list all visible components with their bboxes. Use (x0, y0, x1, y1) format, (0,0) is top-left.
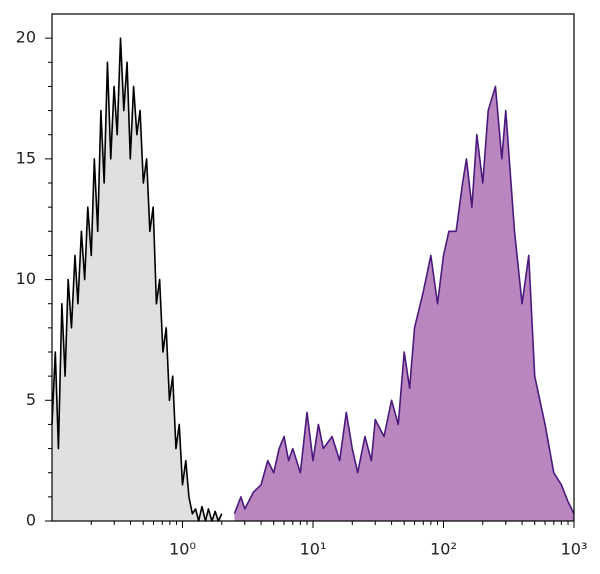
y-tick-label: 0 (26, 511, 36, 530)
y-tick-label: 10 (16, 269, 36, 288)
x-tick-label: 10⁰ (169, 540, 196, 559)
y-tick-label: 5 (26, 390, 36, 409)
area-fill (52, 38, 222, 521)
area-outline (233, 85, 575, 515)
area-outline (51, 37, 223, 522)
y-tick-label: 15 (16, 148, 36, 167)
x-tick-label: 10³ (561, 540, 588, 559)
x-tick-label: 10¹ (300, 540, 327, 559)
y-tick-label: 20 (16, 28, 36, 47)
area-fill (234, 86, 574, 522)
x-tick-label: 10² (430, 540, 457, 559)
